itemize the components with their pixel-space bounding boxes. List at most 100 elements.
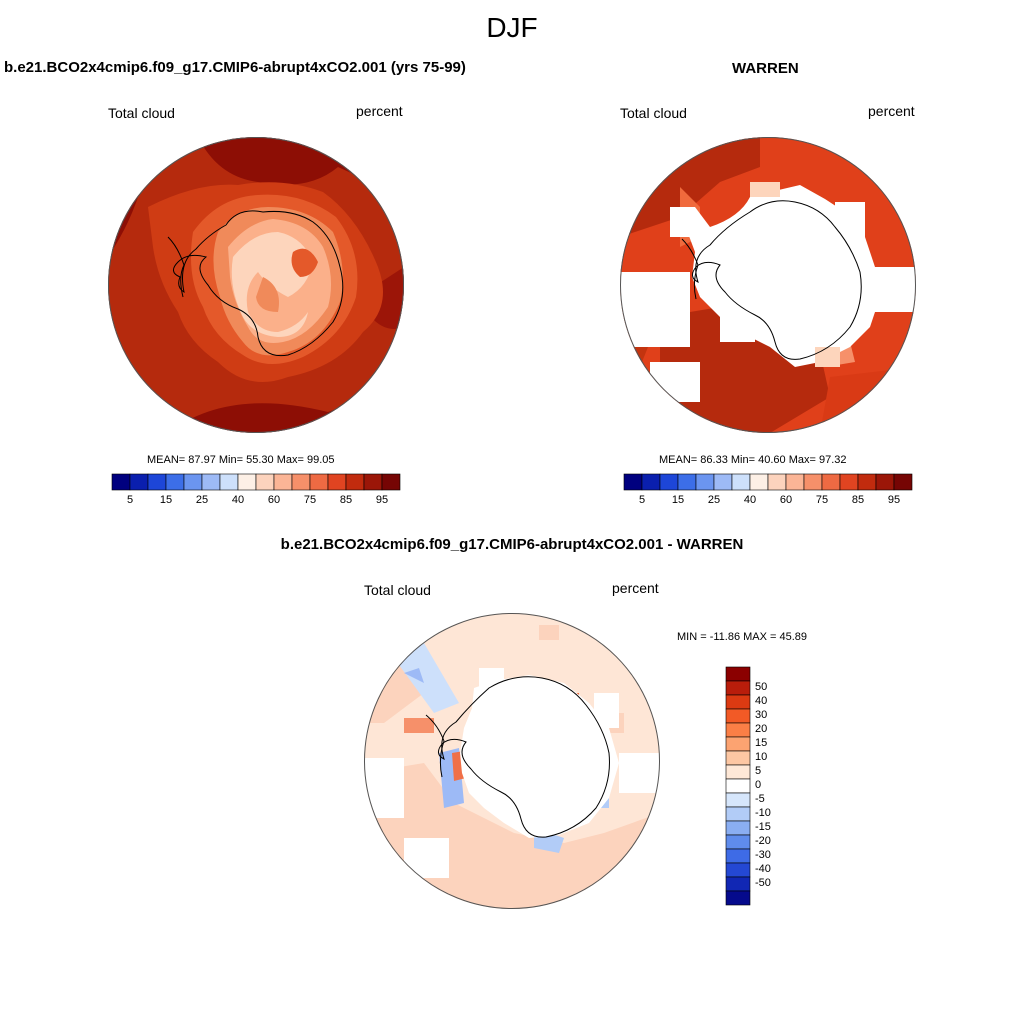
colorbar-tick-label: 85	[339, 494, 353, 506]
colorbar-swatch	[725, 792, 751, 808]
colorbar-swatch	[165, 473, 185, 491]
panel2-stats: MEAN= 86.33 Min= 40.60 Max= 97.32	[659, 454, 847, 466]
colorbar-tick-label: 15	[159, 494, 173, 506]
colorbar-swatch	[183, 473, 203, 491]
colorbar-swatch	[893, 473, 913, 491]
colorbar-swatch	[749, 473, 769, 491]
colorbar-tick-label: 75	[815, 494, 829, 506]
colorbar-tick-label: 0	[755, 779, 762, 791]
panel2-polar-map	[620, 137, 916, 433]
panel2-colorbar	[623, 473, 913, 491]
colorbar-tick-label: 15	[755, 737, 768, 749]
colorbar-swatch	[381, 473, 401, 491]
colorbar-swatch	[201, 473, 221, 491]
panel1-polar-map	[108, 137, 404, 433]
colorbar-swatch	[803, 473, 823, 491]
panel1-units-label: percent	[356, 103, 403, 119]
colorbar-swatch	[725, 890, 751, 906]
panel1-colorbar-ticks: 5 15 25 40 60 75 85 95	[112, 494, 400, 508]
panel2-variable-label: Total cloud	[620, 105, 687, 121]
colorbar-swatch	[725, 736, 751, 752]
colorbar-swatch	[857, 473, 877, 491]
colorbar-swatch	[725, 848, 751, 864]
colorbar-swatch	[731, 473, 751, 491]
panel2-mean-value: 86.33	[700, 454, 728, 466]
panel1-min-value: 55.30	[246, 454, 274, 466]
colorbar-swatch	[713, 473, 733, 491]
colorbar-swatch	[309, 473, 329, 491]
colorbar-swatch	[659, 473, 679, 491]
panel1-colorbar	[111, 473, 401, 491]
colorbar-tick-label: -20	[755, 835, 771, 847]
colorbar-swatch	[641, 473, 661, 491]
colorbar-swatch	[291, 473, 311, 491]
colorbar-tick-label: 20	[755, 723, 768, 735]
colorbar-swatch	[725, 722, 751, 738]
panel3-units-label: percent	[612, 580, 659, 596]
panel3-colorbar-ticks: 50 40 30 20 15 10 5 0 -5 -10 -15 -20 -30 -40 -50	[755, 667, 795, 905]
colorbar-swatch	[821, 473, 841, 491]
panel2-min-value: 40.60	[758, 454, 786, 466]
colorbar-tick-label: 25	[195, 494, 209, 506]
colorbar-swatch	[255, 473, 275, 491]
panel2-title: WARREN	[732, 60, 799, 77]
panel2-colorbar-ticks: 5 15 25 40 60 75 85 95	[624, 494, 912, 508]
colorbar-tick-label: 5	[755, 765, 762, 777]
colorbar-tick-label: 40	[231, 494, 245, 506]
panel1-mean-label: MEAN=	[147, 454, 186, 466]
panel2-mean-label: MEAN=	[659, 454, 698, 466]
colorbar-swatch	[677, 473, 697, 491]
colorbar-swatch	[327, 473, 347, 491]
panel2-min-label: Min=	[730, 454, 756, 466]
colorbar-swatch	[725, 708, 751, 724]
colorbar-tick-label: 10	[755, 751, 768, 763]
colorbar-tick-label: 50	[755, 681, 768, 693]
panel2-units-label: percent	[868, 103, 915, 119]
colorbar-swatch	[219, 473, 239, 491]
colorbar-tick-label: 95	[887, 494, 901, 506]
colorbar-swatch	[725, 666, 751, 682]
colorbar-swatch	[725, 764, 751, 780]
colorbar-tick-label: 95	[375, 494, 389, 506]
season-title: DJF	[486, 12, 538, 43]
colorbar-swatch	[345, 473, 365, 491]
colorbar-tick-label: 60	[779, 494, 793, 506]
colorbar-tick-label: 40	[743, 494, 757, 506]
colorbar-swatch	[725, 820, 751, 836]
colorbar-tick-label: -5	[755, 793, 765, 805]
panel1-mean-value: 87.97	[188, 454, 216, 466]
colorbar-tick-label: -10	[755, 807, 771, 819]
colorbar-tick-label: 15	[671, 494, 685, 506]
colorbar-tick-label: 5	[638, 494, 646, 506]
colorbar-swatch	[725, 834, 751, 850]
panel2-max-value: 97.32	[818, 454, 847, 466]
panel1-title: b.e21.BCO2x4cmip6.f09_g17.CMIP6-abrupt4x…	[4, 59, 466, 76]
panel3-title: b.e21.BCO2x4cmip6.f09_g17.CMIP6-abrupt4x…	[280, 536, 744, 553]
colorbar-tick-label: 75	[303, 494, 317, 506]
colorbar-swatch	[767, 473, 787, 491]
colorbar-swatch	[237, 473, 257, 491]
colorbar-swatch	[725, 750, 751, 766]
colorbar-swatch	[147, 473, 167, 491]
panel3-polar-map	[364, 613, 660, 909]
panel1-min-label: Min=	[218, 454, 244, 466]
colorbar-tick-label: -50	[755, 877, 771, 889]
colorbar-tick-label: -40	[755, 863, 771, 875]
colorbar-tick-label: -15	[755, 821, 771, 833]
panel1-stats: MEAN= 87.97 Min= 55.30 Max= 99.05	[147, 454, 335, 466]
colorbar-swatch	[623, 473, 643, 491]
panel1-max-value: 99.05	[306, 454, 335, 466]
colorbar-tick-label: -30	[755, 849, 771, 861]
colorbar-swatch	[725, 862, 751, 878]
panel3-minmax: MIN = -11.86 MAX = 45.89	[677, 631, 808, 643]
colorbar-swatch	[111, 473, 131, 491]
colorbar-tick-label: 25	[707, 494, 721, 506]
colorbar-swatch	[695, 473, 715, 491]
colorbar-swatch	[785, 473, 805, 491]
colorbar-swatch	[363, 473, 383, 491]
colorbar-swatch	[725, 680, 751, 696]
colorbar-swatch	[875, 473, 895, 491]
colorbar-tick-label: 60	[267, 494, 281, 506]
panel2-max-label: Max=	[788, 454, 816, 466]
panel3-colorbar	[725, 666, 751, 906]
